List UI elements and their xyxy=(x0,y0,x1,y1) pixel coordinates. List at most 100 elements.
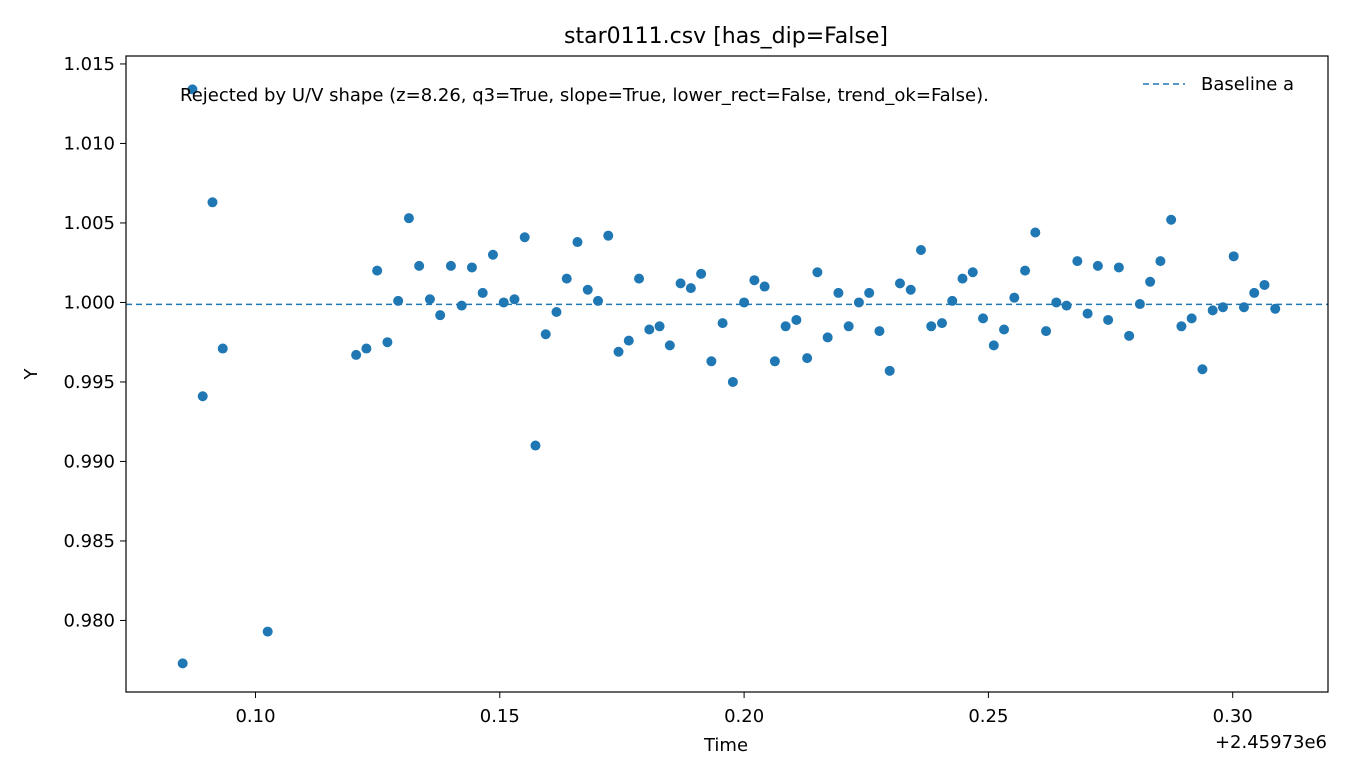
y-tick-label: 1.000 xyxy=(63,292,115,313)
data-point xyxy=(833,287,844,298)
data-point xyxy=(1155,256,1166,267)
x-tick-label: 0.10 xyxy=(235,706,275,727)
data-point xyxy=(1061,300,1072,311)
x-axis-label: Time xyxy=(703,735,748,756)
data-point xyxy=(509,294,520,305)
data-point xyxy=(351,349,362,360)
data-point xyxy=(727,376,738,387)
data-point xyxy=(988,340,999,351)
data-point xyxy=(393,295,404,306)
chart-title: star0111.csv [has_dip=False] xyxy=(564,24,888,49)
y-tick-label: 0.985 xyxy=(63,531,115,552)
data-point xyxy=(706,356,717,367)
data-point xyxy=(905,284,916,295)
data-point xyxy=(696,268,707,279)
data-point xyxy=(207,197,218,208)
data-point xyxy=(884,365,895,376)
x-offset-label: +2.45973e6 xyxy=(1215,732,1327,753)
data-point xyxy=(540,329,551,340)
data-point xyxy=(1238,302,1249,313)
data-point xyxy=(1249,287,1260,298)
legend: Baseline a xyxy=(1143,74,1294,95)
data-point xyxy=(769,356,780,367)
legend-baseline-label: Baseline a xyxy=(1201,74,1294,95)
data-point xyxy=(1176,321,1187,332)
data-point xyxy=(424,294,435,305)
data-point xyxy=(1270,303,1281,314)
data-point xyxy=(1113,262,1124,273)
data-point xyxy=(967,267,978,278)
data-point xyxy=(1103,314,1114,325)
data-point xyxy=(1166,214,1177,225)
plot-area xyxy=(126,84,1328,669)
y-axis: 0.980 0.985 0.990 0.995 1.000 1.005 1.010 1.015 xyxy=(63,54,126,631)
data-point xyxy=(1082,308,1093,319)
data-point xyxy=(1145,276,1156,287)
data-point xyxy=(372,265,383,276)
data-point xyxy=(864,287,875,298)
y-tick-label: 1.015 xyxy=(63,54,115,75)
data-point xyxy=(1197,364,1208,375)
data-point xyxy=(853,297,864,308)
data-point xyxy=(926,321,937,332)
y-tick-label: 0.995 xyxy=(63,372,115,393)
data-point xyxy=(978,313,989,324)
data-point xyxy=(197,391,208,402)
data-point xyxy=(791,314,802,325)
data-point xyxy=(675,278,686,289)
x-tick-label: 0.25 xyxy=(968,706,1008,727)
data-point xyxy=(1259,279,1270,290)
data-point xyxy=(382,337,393,348)
y-tick-label: 0.980 xyxy=(63,610,115,631)
data-point xyxy=(1072,256,1083,267)
data-point xyxy=(530,440,541,451)
axes-frame xyxy=(125,55,1329,693)
data-point xyxy=(685,283,696,294)
data-point xyxy=(1217,302,1228,313)
data-point xyxy=(1186,313,1197,324)
y-axis-label: Y xyxy=(21,368,42,381)
data-point xyxy=(456,300,467,311)
data-point xyxy=(217,343,228,354)
data-point xyxy=(654,321,665,332)
data-point xyxy=(780,321,791,332)
data-point xyxy=(1124,330,1135,341)
data-point xyxy=(1207,305,1218,316)
x-tick-label: 0.20 xyxy=(724,706,764,727)
data-point xyxy=(593,295,604,306)
data-point xyxy=(1092,260,1103,271)
data-point xyxy=(936,318,947,329)
data-point xyxy=(1020,265,1031,276)
data-point xyxy=(1134,299,1145,310)
data-point xyxy=(582,284,593,295)
y-tick-label: 1.005 xyxy=(63,213,115,234)
data-point xyxy=(613,346,624,357)
data-point xyxy=(822,332,833,343)
data-point xyxy=(634,273,645,284)
data-point xyxy=(664,340,675,351)
x-axis: 0.10 0.15 0.20 0.25 0.30 xyxy=(235,692,1253,727)
data-point xyxy=(947,295,958,306)
data-point xyxy=(572,237,583,248)
data-point xyxy=(717,318,728,329)
data-point xyxy=(414,260,425,271)
data-point xyxy=(623,335,634,346)
data-point xyxy=(739,297,750,308)
x-tick-label: 0.15 xyxy=(480,706,520,727)
data-point xyxy=(812,267,823,278)
data-point xyxy=(177,658,188,669)
data-point xyxy=(894,278,905,289)
data-point xyxy=(915,244,926,255)
data-point xyxy=(603,230,614,241)
data-point xyxy=(445,260,456,271)
data-point xyxy=(759,281,770,292)
data-point xyxy=(477,287,488,298)
data-point xyxy=(957,273,968,284)
data-point xyxy=(466,262,477,273)
data-point xyxy=(1030,227,1041,238)
data-point xyxy=(361,343,372,354)
y-tick-label: 0.990 xyxy=(63,451,115,472)
x-tick-label: 0.30 xyxy=(1213,706,1253,727)
data-point xyxy=(999,324,1010,335)
data-point xyxy=(435,310,446,321)
